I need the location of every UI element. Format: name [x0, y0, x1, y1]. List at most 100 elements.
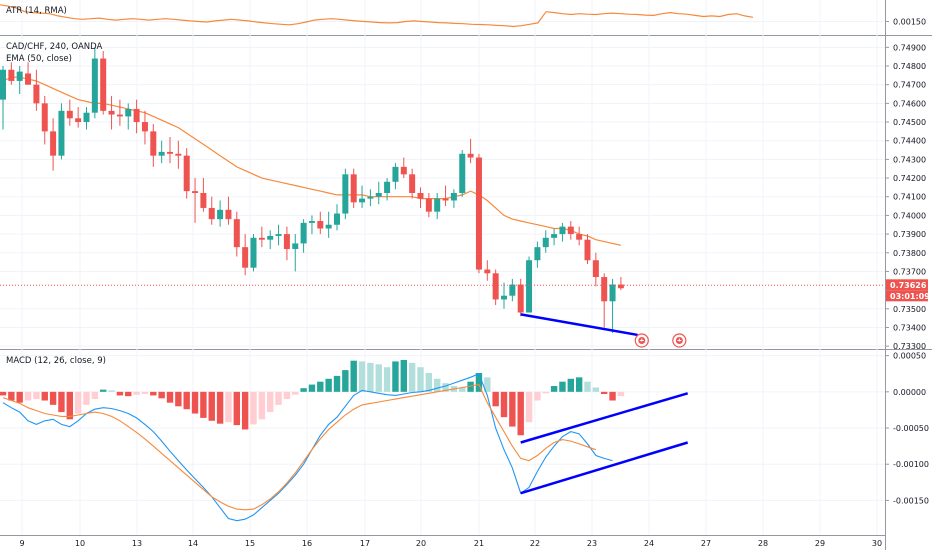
price-pane — [0, 36, 885, 349]
macd-histogram-bar — [91, 391, 99, 400]
macd-histogram-bar — [425, 372, 433, 392]
candle-body — [534, 247, 541, 261]
candle-body — [484, 269, 491, 274]
macd-histogram-bar — [267, 391, 274, 413]
candle-body — [584, 239, 591, 261]
macd-histogram-bar — [308, 384, 316, 392]
macd-histogram-bar — [467, 381, 474, 392]
macd-histogram-bar — [0, 391, 7, 396]
y-tick-label: 0.73800 — [893, 249, 926, 258]
macd-histogram-bar — [475, 372, 483, 392]
candle-body — [526, 260, 533, 313]
candle-body — [367, 196, 374, 199]
y-tick-label: -0.00050 — [893, 424, 929, 433]
y-tick-label: 0.00150 — [893, 17, 926, 26]
macd-histogram-bar — [575, 377, 583, 392]
candle-body — [150, 131, 157, 156]
macd-histogram-bar — [49, 391, 57, 405]
macd-histogram-bar — [358, 361, 366, 392]
macd-pane — [0, 350, 885, 535]
macd-lines — [2, 372, 613, 522]
candle-body — [100, 58, 107, 111]
x-tick-label: 22 — [530, 539, 540, 548]
macd-series-line — [2, 372, 613, 522]
candle-body — [492, 273, 499, 300]
macd-histogram-bar — [166, 391, 174, 403]
macd-histogram-bar — [241, 391, 249, 430]
signal-series-line — [2, 383, 597, 511]
atr-legend[interactable]: ATR (14, RMA) — [6, 6, 67, 16]
alerts[interactable] — [634, 333, 687, 348]
macd-histogram-bar — [300, 388, 307, 392]
candles — [0, 47, 624, 334]
last-price-value: 0.73626 — [890, 281, 927, 290]
candle-body — [116, 114, 123, 117]
y-tick-label: 0.73700 — [893, 267, 926, 276]
candle-body — [258, 237, 265, 240]
candle-body — [91, 58, 98, 113]
price-scale[interactable]: 0.00150 0.74900 0.74800 0.74700 0.74600 0.745… — [885, 17, 929, 505]
y-tick-label: 0.73500 — [893, 305, 926, 314]
candle-body — [576, 234, 583, 240]
macd-histogram-bar — [342, 370, 349, 392]
candle-body — [567, 226, 574, 235]
macd-histogram-bar — [417, 367, 424, 392]
macd-histogram-bar — [292, 391, 299, 395]
candle-body — [509, 284, 516, 296]
y-tick-label: 0.74100 — [893, 193, 926, 202]
macd-histogram-bar — [492, 391, 499, 407]
y-tick-label: 0.74800 — [893, 62, 926, 71]
macd-histogram-bar — [66, 391, 73, 420]
grid — [0, 0, 885, 535]
candle-body — [200, 193, 207, 208]
y-tick-label: 0.00050 — [893, 352, 926, 361]
time-scale[interactable]: 9 10 13 14 15 16 17 20 21 22 23 24 27 28 29 30 — [19, 539, 882, 548]
candle-body — [592, 260, 599, 278]
price-trendline[interactable] — [520, 313, 638, 337]
macd-histogram-bar — [41, 391, 48, 401]
candle-body — [517, 284, 524, 313]
macd-histogram-bar — [617, 391, 625, 397]
candle-body — [250, 237, 257, 268]
candle-body — [542, 237, 549, 248]
macd-legend[interactable]: MACD (12, 26, close, 9) — [6, 356, 106, 366]
candle-body — [450, 193, 457, 201]
ema-legend[interactable]: EMA (50, close) — [6, 54, 72, 64]
x-tick-label: 24 — [644, 539, 654, 548]
y-tick-label: 0.74400 — [893, 137, 926, 146]
candle-body — [0, 69, 6, 100]
candle-body — [292, 243, 299, 250]
x-tick-label: 30 — [872, 539, 882, 548]
candle-body — [283, 234, 290, 250]
candle-body — [434, 198, 441, 212]
symbol-legend[interactable]: CAD/CHF, 240, OANDA — [6, 42, 103, 52]
x-tick-label: 27 — [701, 539, 711, 548]
price-divergence-trendline[interactable] — [520, 313, 638, 337]
macd-histogram-bar — [283, 391, 291, 400]
candle-body — [601, 277, 608, 302]
candle-body — [225, 209, 232, 220]
candle-body — [325, 224, 332, 229]
macd-histogram-bar — [542, 391, 549, 394]
macd-histogram-bar — [484, 377, 491, 392]
macd-histogram-bar — [534, 391, 541, 401]
macd-histogram-bar — [191, 391, 199, 414]
candle-body — [83, 112, 90, 123]
macd-histogram-bar — [108, 390, 115, 392]
y-tick-label: 0.74900 — [893, 43, 926, 52]
atr-series-line — [0, 4, 754, 28]
macd-trendlines[interactable] — [520, 392, 689, 495]
y-tick-label: 0.74300 — [893, 155, 926, 164]
y-tick-label: 0.74500 — [893, 118, 926, 127]
macd-histogram-bar — [83, 391, 90, 405]
candle-body — [350, 174, 357, 203]
y-tick-label: -0.00150 — [893, 496, 929, 505]
macd-histogram-bar — [408, 362, 416, 392]
macd-histogram-bar — [33, 391, 40, 400]
macd-divergence-trendline[interactable] — [520, 392, 689, 444]
candle-body — [467, 153, 474, 158]
macd-histogram-bar — [500, 391, 508, 418]
macd-divergence-trendline[interactable] — [520, 441, 689, 495]
candle-body — [183, 155, 190, 192]
